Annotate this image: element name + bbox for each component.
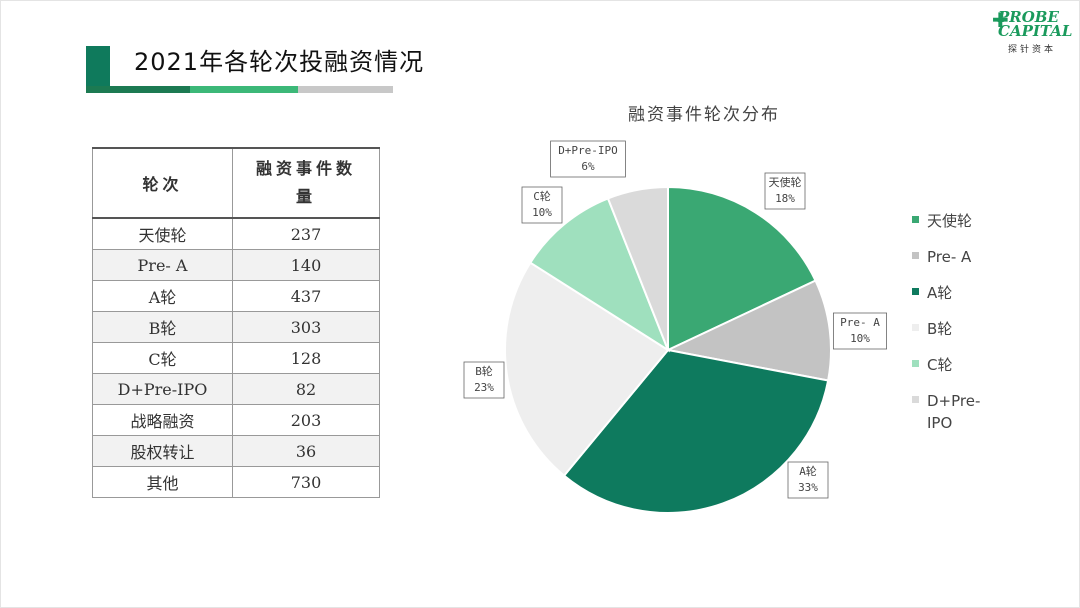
cell-count: 203 [232, 404, 380, 436]
table-row: 天使轮 237 [92, 217, 380, 250]
legend-label: A轮 [927, 284, 953, 302]
slice-data-label: Pre- A 10% [832, 312, 887, 350]
cell-count: 730 [232, 466, 380, 498]
logo-wordmark: PROBE CAPITAL [998, 8, 1073, 40]
slice-label-box [463, 361, 505, 399]
chart-legend: 天使轮 Pre- A A轮 B轮 C轮 D+Pre-IPO [912, 210, 987, 432]
legend-item: 天使轮 [912, 210, 987, 246]
legend-swatch [912, 216, 919, 223]
slice-label-name: 天使轮 [769, 175, 802, 189]
slice-label-box [787, 461, 829, 499]
table-row: 其他 730 [92, 466, 380, 498]
cell-round: B轮 [92, 311, 233, 343]
cell-count: 128 [232, 342, 380, 374]
legend-swatch [912, 324, 919, 331]
pie-chart: 天使轮 18% Pre- A 10% A轮 33% B轮 23% C轮 10% D+Pre-IPO 6… [463, 140, 887, 514]
logo-cross-icon: ✚ [992, 8, 1009, 32]
slice-label-box [832, 312, 887, 350]
slice-data-label: B轮 23% [463, 361, 505, 399]
slice-data-label: C轮 10% [521, 186, 563, 224]
chart-title: 融资事件轮次分布 [628, 105, 780, 125]
table-row: C轮 128 [92, 342, 380, 374]
cell-round: 其他 [92, 466, 233, 498]
logo-line-1: PROBE [998, 8, 1059, 26]
legend-label: D+Pre-IPO [927, 392, 981, 432]
probe-capital-logo: ✚ PROBE CAPITAL 探针资本 [992, 8, 1072, 56]
legend-label: Pre- A [927, 248, 972, 266]
pie-slice [667, 185, 817, 352]
slice-label-percent: 6% [581, 160, 595, 173]
table-row: B轮 303 [92, 311, 380, 343]
pie-slice [606, 185, 669, 351]
table-header-row: 轮次 融资事件数量 [92, 147, 380, 219]
slice-label-name: C轮 [533, 189, 551, 203]
slice-data-label: D+Pre-IPO 6% [550, 140, 626, 178]
slice-label-name: D+Pre-IPO [558, 144, 618, 157]
title-accent-block [86, 46, 110, 92]
page-title: 2021年各轮次投融资情况 [134, 48, 425, 76]
title-underline-mid [190, 86, 298, 93]
cell-round: 战略融资 [92, 404, 233, 436]
cell-round: 股权转让 [92, 435, 233, 467]
legend-item: C轮 [912, 354, 987, 390]
slice-label-name: A轮 [799, 464, 817, 478]
legend-item: Pre- A [912, 246, 987, 282]
legend-label: 天使轮 [927, 212, 973, 230]
pie-slice [504, 261, 670, 478]
slice-label-percent: 10% [850, 332, 870, 345]
slice-label-box [550, 140, 626, 178]
slice-data-label: A轮 33% [787, 461, 829, 499]
legend-label: B轮 [927, 320, 953, 338]
table-row: D+Pre-IPO 82 [92, 373, 380, 405]
cell-round: D+Pre-IPO [92, 373, 233, 405]
pie-slice [562, 348, 830, 514]
logo-subtitle: 探针资本 [1008, 45, 1057, 55]
cell-count: 237 [232, 217, 380, 250]
cell-count: 36 [232, 435, 380, 467]
logo-line-2: CAPITAL [998, 22, 1073, 40]
financing-round-table: 轮次 融资事件数量 天使轮 237 Pre- A 140 A轮 437 B轮 303 C… [92, 147, 380, 498]
cell-round: Pre- A [92, 249, 233, 281]
table-row: 战略融资 203 [92, 404, 380, 436]
title-underline-light [298, 86, 393, 93]
pie-slice [664, 279, 832, 382]
slice-label-box [764, 172, 806, 210]
legend-swatch [912, 252, 919, 259]
slice-label-percent: 23% [474, 381, 494, 394]
legend-swatch [912, 288, 919, 295]
slice-label-box [521, 186, 563, 224]
legend-label: C轮 [927, 356, 953, 374]
cell-count: 82 [232, 373, 380, 405]
legend-item: B轮 [912, 318, 987, 354]
cell-count: 140 [232, 249, 380, 281]
legend-swatch [912, 360, 919, 367]
cell-round: C轮 [92, 342, 233, 374]
title-underline-dark [86, 86, 190, 93]
legend-item: A轮 [912, 282, 987, 318]
slice-label-percent: 33% [798, 481, 818, 494]
legend-item: D+Pre-IPO [912, 390, 987, 432]
cell-round: A轮 [92, 280, 233, 312]
pie-slice [528, 197, 671, 353]
cell-round: 天使轮 [92, 217, 233, 250]
table-row: A轮 437 [92, 280, 380, 312]
slice-label-percent: 10% [532, 206, 552, 219]
cell-count: 303 [232, 311, 380, 343]
slice-label-name: B轮 [475, 364, 493, 378]
header-round: 轮次 [92, 147, 233, 219]
cell-count: 437 [232, 280, 380, 312]
header-count-text: 融资事件数量 [256, 159, 357, 206]
table-row: Pre- A 140 [92, 249, 380, 281]
legend-swatch [912, 396, 919, 403]
table-row: 股权转让 36 [92, 435, 380, 467]
header-count: 融资事件数量 [232, 147, 380, 219]
slice-label-percent: 18% [775, 192, 795, 205]
slice-label-name: Pre- A [840, 316, 880, 329]
slice-data-label: 天使轮 18% [764, 172, 806, 210]
